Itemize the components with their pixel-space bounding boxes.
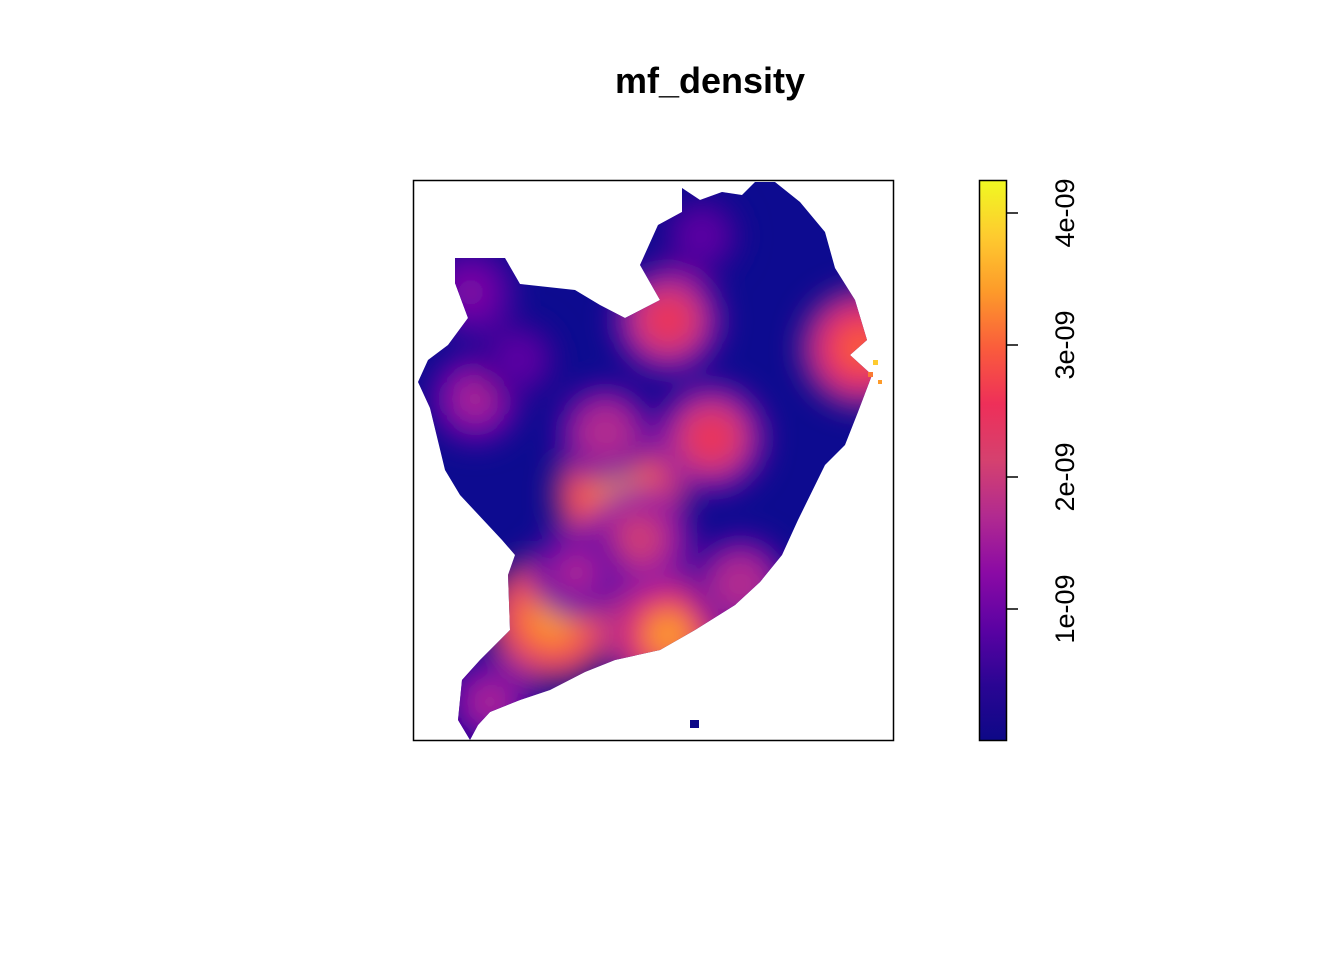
coastal-cell — [873, 360, 878, 365]
coastal-cell — [878, 380, 882, 384]
small-island — [690, 720, 699, 728]
colorbar-fill — [979, 180, 1006, 741]
colorbar-tick-label: 3e-09 — [1050, 310, 1080, 379]
hotspot-core — [690, 417, 732, 459]
map-panel — [412, 179, 895, 742]
hotspot-halo — [800, 288, 872, 409]
hotspot-core — [644, 611, 692, 658]
hotspot-core — [619, 519, 659, 559]
colorbar-frame — [978, 179, 1008, 742]
colorbar: 1e-09 2e-09 3e-09 4e-09 — [978, 178, 1080, 742]
colorbar-tick-label: 1e-09 — [1050, 574, 1080, 643]
hotspot-core — [587, 414, 624, 451]
plot-frame — [412, 179, 895, 742]
chart-title: mf_density — [615, 60, 805, 101]
hotspot-core — [458, 381, 493, 416]
hotspot-core — [473, 685, 507, 719]
hotspot-core — [454, 276, 487, 309]
hotspot-core — [559, 555, 594, 590]
colorbar-tick-label: 2e-09 — [1050, 442, 1080, 511]
coastal-cell — [868, 372, 873, 377]
hotspot-core — [721, 565, 759, 603]
hotspot-core — [648, 300, 688, 341]
hotspot-mid — [820, 308, 872, 388]
hotspot-core — [686, 221, 717, 251]
hotspot-core — [503, 344, 534, 375]
hotspots-layer — [427, 195, 872, 740]
colorbar-tick-label: 4e-09 — [1050, 178, 1080, 247]
